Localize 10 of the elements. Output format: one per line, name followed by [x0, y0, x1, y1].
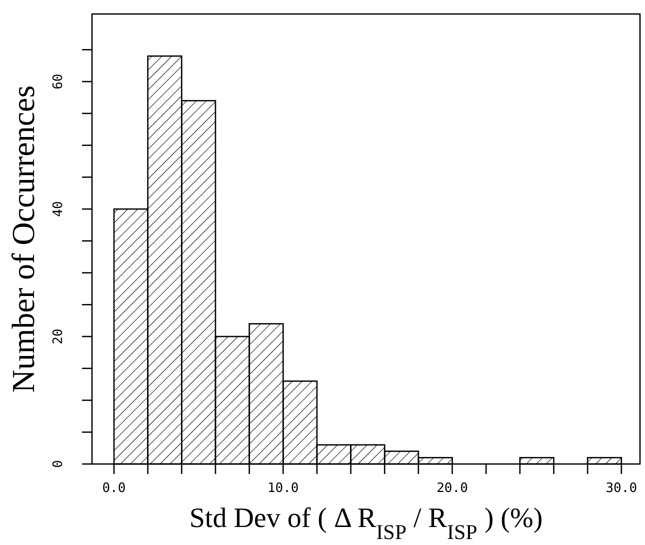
y-tick-label: 20: [51, 328, 66, 344]
x-tick-label: 30.0: [606, 481, 638, 496]
x-tick-label: 0.0: [102, 481, 126, 496]
y-tick-label: 40: [51, 201, 66, 217]
y-axis-title: Number of Occurrences: [5, 85, 41, 393]
x-tick-label: 10.0: [267, 481, 299, 496]
y-tick-label: 60: [51, 74, 66, 90]
x-axis-title: Std Dev of ( Δ R$_{ISP}$ / R$_{ISP}$ ) (%): [189, 503, 543, 544]
y-tick-label: 0: [51, 460, 66, 468]
x-tick-label: 20.0: [436, 481, 468, 496]
